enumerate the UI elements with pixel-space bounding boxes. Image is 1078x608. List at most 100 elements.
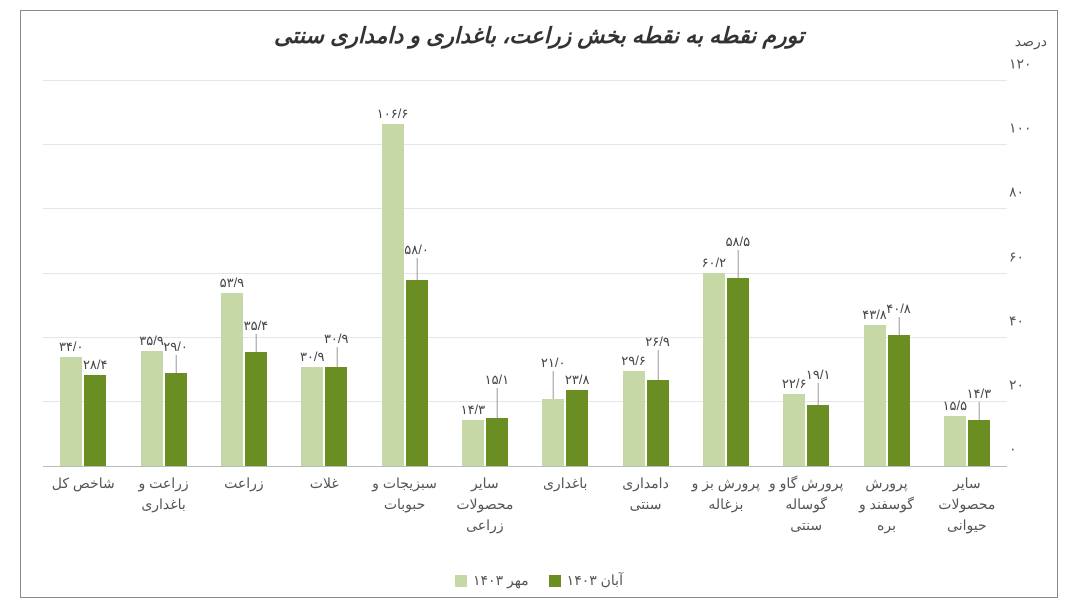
value-label: ۳۵/۴: [244, 318, 269, 352]
x-label: پرورش بز و بزغاله: [686, 467, 766, 557]
value-label: ۳۵/۹: [139, 333, 164, 351]
x-label: سبزیجات و حبوبات: [364, 467, 444, 557]
bar-group: ۵۳/۹۳۵/۴: [204, 81, 284, 466]
y-tick: ۸۰: [1009, 184, 1049, 201]
legend-item-series2: آبان ۱۴۰۳: [549, 572, 623, 589]
bar-group: ۳۵/۹۲۹/۰: [123, 81, 203, 466]
value-label: ۱۴/۳: [461, 402, 486, 420]
x-label: سایر محصولات زراعی: [445, 467, 525, 557]
plot-area: ۰۲۰۴۰۶۰۸۰۱۰۰۱۲۰ ۳۴/۰۲۸/۴۳۵/۹۲۹/۰۵۳/۹۳۵/۴…: [43, 81, 1007, 467]
y-tick: ۱۰۰: [1009, 120, 1049, 137]
bar-group: ۳۴/۰۲۸/۴: [43, 81, 123, 466]
bar-group: ۳۰/۹۳۰/۹: [284, 81, 364, 466]
legend-swatch-2: [549, 575, 561, 587]
bars-area: ۳۴/۰۲۸/۴۳۵/۹۲۹/۰۵۳/۹۳۵/۴۳۰/۹۳۰/۹۱۰۶/۶۵۸/…: [43, 81, 1007, 466]
bar-series1: ۳۰/۹: [301, 367, 323, 466]
x-label: شاخص کل: [43, 467, 123, 557]
bar-series1: ۱۰۶/۶: [382, 124, 404, 466]
bar-series2: ۲۳/۸: [566, 390, 588, 466]
bar-series2: ۵۸/۵: [727, 278, 749, 466]
value-label: ۱۰۶/۶: [377, 106, 409, 124]
bar-series2: ۳۰/۹: [325, 367, 347, 466]
bar-series2: ۲۶/۹: [647, 380, 669, 466]
leader-line: [553, 371, 554, 399]
legend-swatch-1: [455, 575, 467, 587]
bar-series2: ۲۸/۴: [84, 375, 106, 466]
bar-series1: ۱۴/۳: [462, 420, 484, 466]
x-label: غلات: [284, 467, 364, 557]
leader-line: [979, 402, 980, 420]
bar-group: ۶۰/۲۵۸/۵: [686, 81, 766, 466]
bar-series2: ۲۹/۰: [165, 373, 187, 466]
bar-series1: ۴۳/۸: [864, 325, 886, 466]
bar-group: ۱۴/۳۱۵/۱: [445, 81, 525, 466]
leader-line: [176, 355, 177, 373]
bar-series1: ۳۵/۹: [141, 351, 163, 466]
leader-line: [336, 347, 337, 367]
value-label: ۲۱/۰: [541, 355, 566, 399]
bar-series1: ۲۱/۰: [542, 399, 564, 466]
value-label: ۱۹/۱: [806, 367, 831, 405]
value-label: ۴۳/۸: [862, 307, 887, 325]
value-label: ۲۶/۹: [645, 334, 670, 380]
value-label: ۲۲/۶: [782, 376, 807, 394]
bar-series2: ۱۴/۳: [968, 420, 990, 466]
y-tick: ۶۰: [1009, 248, 1049, 265]
value-label: ۵۸/۰: [404, 242, 429, 280]
chart-title: تورم نقطه به نقطه بخش زراعت، باغداری و د…: [21, 11, 1057, 53]
y-tick: ۱۲۰: [1009, 56, 1049, 73]
bar-series2: ۱۹/۱: [807, 405, 829, 466]
leader-line: [658, 350, 659, 380]
y-axis-label: درصد: [1015, 33, 1047, 50]
bar-series1: ۲۹/۶: [623, 371, 645, 466]
leader-line: [417, 258, 418, 280]
value-label: ۶۰/۲: [702, 255, 727, 273]
value-label: ۱۵/۵: [943, 398, 968, 416]
value-label: ۳۰/۹: [300, 349, 325, 367]
bar-series2: ۵۸/۰: [406, 280, 428, 466]
bar-group: ۱۵/۵۱۴/۳: [927, 81, 1007, 466]
value-label: ۳۴/۰: [59, 339, 84, 357]
legend: مهر ۱۴۰۳ آبان ۱۴۰۳: [21, 572, 1057, 589]
bar-series1: ۵۳/۹: [221, 293, 243, 466]
value-label: ۴۰/۸: [886, 301, 911, 335]
x-label: پرورش گاو و گوساله سنتی: [766, 467, 846, 557]
leader-line: [256, 334, 257, 352]
legend-label-1: مهر ۱۴۰۳: [473, 572, 529, 589]
bar-series1: ۳۴/۰: [60, 357, 82, 466]
bar-series2: ۳۵/۴: [245, 352, 267, 466]
x-axis-labels: شاخص کلزراعت و باغداریزراعتغلاتسبزیجات و…: [43, 467, 1007, 557]
bar-group: ۴۳/۸۴۰/۸: [846, 81, 926, 466]
y-axis: ۰۲۰۴۰۶۰۸۰۱۰۰۱۲۰: [1009, 81, 1049, 466]
legend-label-2: آبان ۱۴۰۳: [567, 572, 623, 589]
bar-series1: ۲۲/۶: [783, 394, 805, 467]
bar-series1: ۶۰/۲: [703, 273, 725, 466]
value-label: ۵۳/۹: [220, 275, 245, 293]
bar-series2: ۱۵/۱: [486, 418, 508, 466]
value-label: ۲۳/۸: [565, 372, 590, 390]
bar-group: ۲۲/۶۱۹/۱: [766, 81, 846, 466]
leader-line: [818, 383, 819, 405]
x-label: زراعت و باغداری: [123, 467, 203, 557]
leader-line: [899, 317, 900, 335]
y-tick: ۲۰: [1009, 376, 1049, 393]
leader-line: [738, 250, 739, 278]
legend-item-series1: مهر ۱۴۰۳: [455, 572, 529, 589]
value-label: ۲۸/۴: [83, 357, 108, 375]
bar-series1: ۱۵/۵: [944, 416, 966, 466]
bar-group: ۲۹/۶۲۶/۹: [605, 81, 685, 466]
bar-group: ۲۱/۰۲۳/۸: [525, 81, 605, 466]
x-label: پرورش گوسفند و بره: [846, 467, 926, 557]
x-label: زراعت: [204, 467, 284, 557]
value-label: ۲۹/۶: [621, 353, 646, 371]
x-label: باغداری: [525, 467, 605, 557]
value-label: ۲۹/۰: [163, 339, 188, 373]
value-label: ۳۰/۹: [324, 331, 349, 367]
y-tick: ۰: [1009, 441, 1049, 458]
x-label: دامداری سنتی: [605, 467, 685, 557]
value-label: ۵۸/۵: [726, 234, 751, 278]
bar-group: ۱۰۶/۶۵۸/۰: [364, 81, 444, 466]
y-tick: ۴۰: [1009, 312, 1049, 329]
leader-line: [497, 388, 498, 418]
value-label: ۱۴/۳: [967, 386, 992, 420]
